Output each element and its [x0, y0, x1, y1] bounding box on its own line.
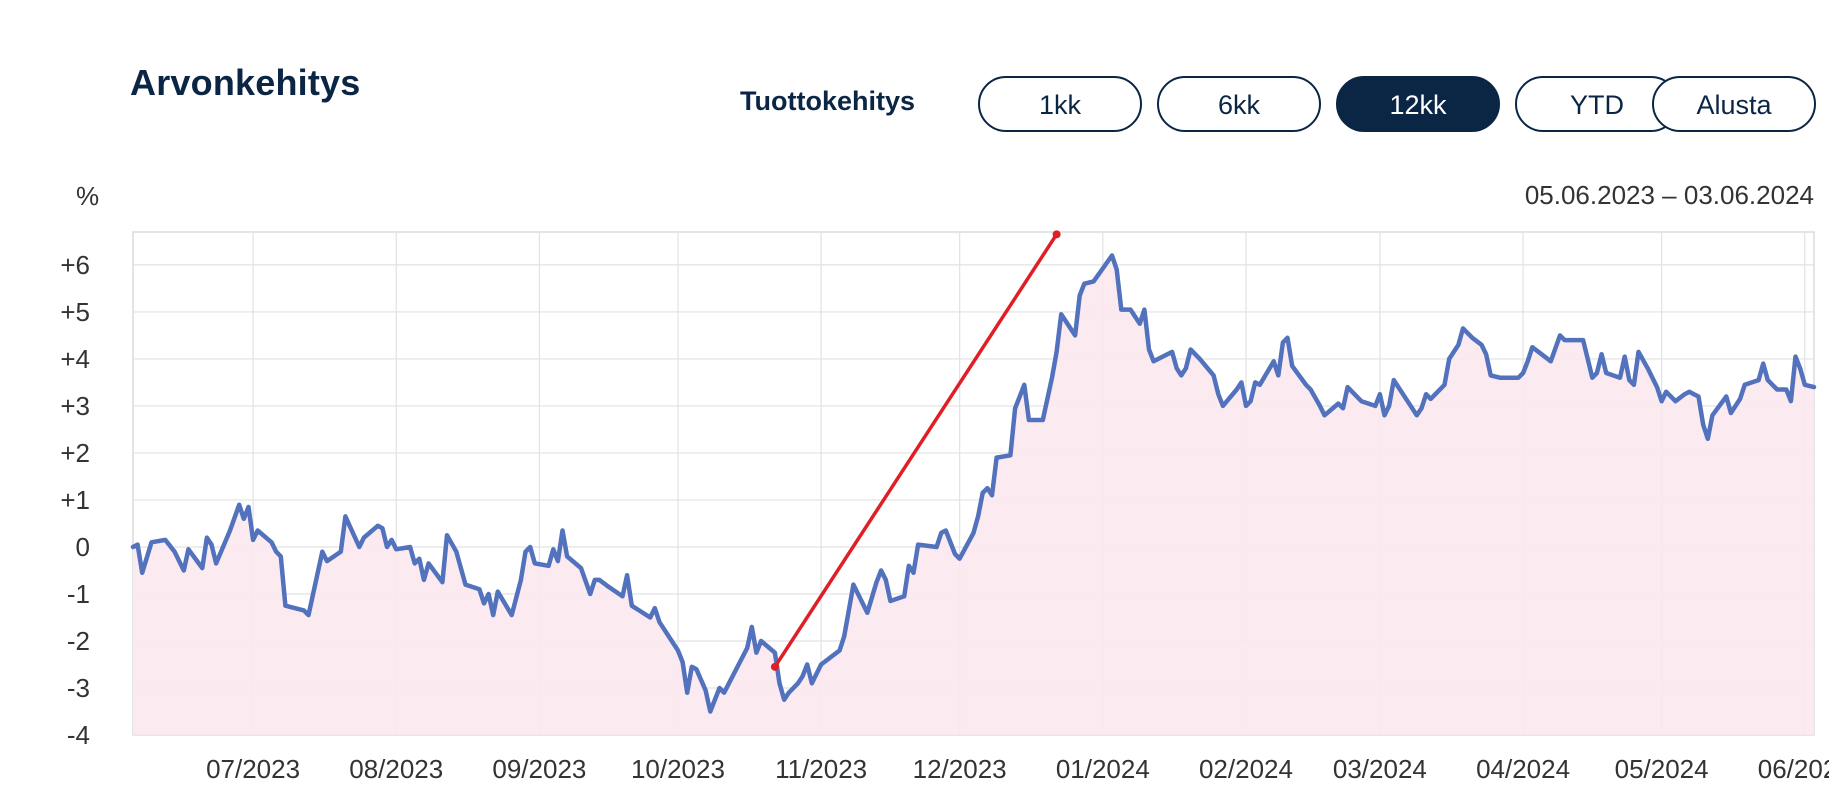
x-tick-label: 06/2024 — [1758, 754, 1829, 784]
y-tick-label: +3 — [60, 391, 90, 421]
annotation-end-dot — [1052, 230, 1061, 239]
y-tick-label: -3 — [67, 673, 90, 703]
x-tick-label: 10/2023 — [631, 754, 725, 784]
x-tick-label: 04/2024 — [1476, 754, 1570, 784]
range-button-alusta[interactable]: Alusta — [1652, 76, 1816, 132]
annotation-line — [773, 232, 1059, 669]
series-line[interactable] — [130, 253, 1817, 714]
y-tick-label: -2 — [67, 626, 90, 656]
y-tick-label: -1 — [67, 579, 90, 609]
range-toolbar: Tuottokehitys 1kk 6kk 12kk YTD Alusta — [0, 0, 1829, 150]
x-tick-label: 07/2023 — [206, 754, 300, 784]
range-button-6kk[interactable]: 6kk — [1157, 76, 1321, 132]
x-tick-label: 08/2023 — [349, 754, 443, 784]
x-tick-label: 03/2024 — [1333, 754, 1427, 784]
page-title: Arvonkehitys — [130, 62, 361, 103]
y-tick-label: +4 — [60, 344, 90, 374]
date-range-label: 05.06.2023 – 03.06.2024 — [1524, 180, 1814, 210]
range-button-12kk[interactable]: 12kk — [1336, 76, 1500, 132]
y-axis-unit: % — [76, 181, 100, 211]
y-tick-label: -4 — [67, 720, 90, 750]
x-tick-label: 02/2024 — [1199, 754, 1293, 784]
x-tick-label: 01/2024 — [1056, 754, 1150, 784]
range-button-1kk[interactable]: 1kk — [978, 76, 1142, 132]
y-tick-label: +5 — [60, 297, 90, 327]
series-area — [133, 255, 1814, 735]
x-tick-label: 11/2023 — [775, 754, 867, 784]
annotation-start-dot — [770, 662, 779, 671]
mode-label: Tuottokehitys — [740, 86, 915, 116]
range-button-ytd[interactable]: YTD — [1515, 76, 1679, 132]
x-tick-label: 05/2024 — [1615, 754, 1709, 784]
x-tick-label: 12/2023 — [913, 754, 1007, 784]
y-tick-label: +6 — [60, 250, 90, 280]
y-tick-label: +2 — [60, 438, 90, 468]
y-tick-label: 0 — [76, 532, 90, 562]
y-tick-label: +1 — [60, 485, 90, 515]
x-tick-label: 09/2023 — [492, 754, 586, 784]
